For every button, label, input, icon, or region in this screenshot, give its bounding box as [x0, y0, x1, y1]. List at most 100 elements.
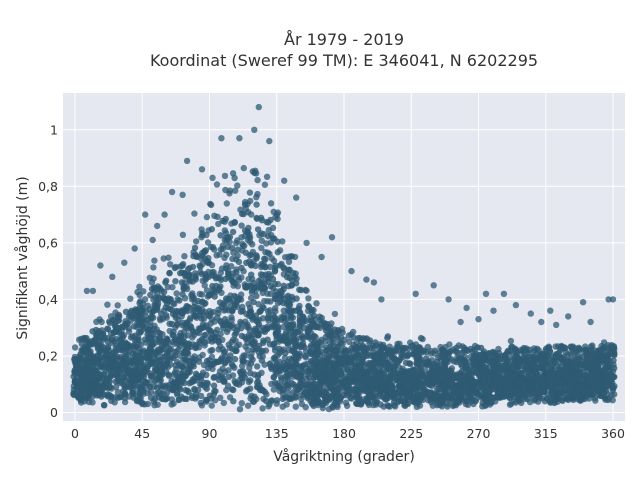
data-point — [246, 189, 254, 196]
outlier-point — [609, 296, 617, 303]
data-point — [502, 370, 509, 377]
data-point — [538, 361, 545, 368]
data-point — [263, 218, 270, 226]
data-point — [92, 372, 99, 379]
data-point — [440, 383, 447, 390]
data-point — [375, 354, 382, 362]
data-point — [422, 360, 429, 367]
data-point — [328, 333, 335, 341]
data-point — [96, 316, 103, 323]
data-point — [162, 279, 169, 286]
data-point — [546, 375, 553, 382]
data-point — [208, 402, 215, 409]
data-point — [183, 272, 190, 279]
data-point — [292, 337, 300, 344]
data-point — [310, 380, 318, 388]
data-point — [196, 290, 203, 298]
data-point — [115, 365, 122, 373]
data-point — [399, 347, 406, 354]
data-point — [230, 398, 237, 405]
data-point — [293, 355, 300, 362]
outlier-point — [527, 310, 534, 317]
data-point — [366, 337, 374, 344]
data-point — [470, 400, 477, 408]
data-point — [567, 384, 575, 391]
outlier-point — [579, 299, 587, 306]
data-point — [177, 362, 185, 370]
data-point — [334, 385, 341, 392]
outlier-point — [363, 276, 370, 283]
data-point — [573, 390, 580, 397]
data-point — [499, 379, 506, 387]
data-point — [320, 400, 328, 407]
data-point — [570, 396, 577, 403]
data-point — [244, 200, 251, 208]
data-point — [129, 333, 136, 340]
data-point — [415, 353, 422, 360]
data-point — [234, 182, 241, 189]
data-point — [228, 361, 235, 368]
data-point — [158, 310, 165, 317]
data-point — [306, 348, 314, 356]
data-point — [311, 390, 318, 398]
data-point — [304, 360, 311, 368]
data-point — [152, 300, 159, 308]
data-point — [96, 348, 103, 356]
data-point — [459, 367, 466, 375]
data-point — [279, 238, 286, 245]
data-point — [197, 392, 205, 400]
data-point — [354, 394, 361, 401]
data-point — [516, 355, 523, 362]
data-point — [478, 384, 486, 392]
data-point — [588, 380, 596, 387]
data-point — [270, 257, 278, 264]
outlier-point — [328, 234, 336, 241]
data-point — [146, 274, 153, 281]
data-point — [131, 307, 139, 315]
data-point — [112, 394, 119, 401]
data-point — [171, 336, 179, 343]
data-point — [111, 399, 118, 406]
data-point — [187, 363, 195, 370]
data-point — [285, 258, 293, 265]
data-point — [304, 333, 312, 340]
data-point — [118, 324, 125, 331]
data-point — [562, 345, 569, 352]
data-point — [220, 399, 227, 407]
data-point — [579, 353, 587, 360]
data-point — [202, 331, 209, 338]
data-point — [166, 320, 173, 327]
data-point — [305, 365, 312, 372]
data-point — [253, 395, 260, 403]
data-point — [140, 387, 147, 394]
data-point — [333, 332, 340, 339]
data-point — [326, 371, 333, 378]
data-point — [293, 295, 300, 302]
data-point — [129, 376, 136, 383]
data-point — [440, 364, 447, 372]
outlier-point — [475, 316, 482, 323]
data-point — [359, 379, 366, 386]
data-point — [130, 342, 138, 349]
data-point — [272, 305, 279, 312]
data-point — [199, 321, 207, 328]
outlier-point — [168, 188, 176, 196]
x-axis-label: Vågriktning (grader) — [273, 448, 415, 465]
y-tick-label: 1 — [50, 122, 58, 137]
data-point — [311, 354, 319, 361]
data-point — [580, 362, 587, 369]
data-point — [283, 300, 291, 308]
data-point — [81, 379, 88, 386]
data-point — [358, 360, 365, 368]
data-point — [234, 252, 241, 259]
data-point — [246, 258, 253, 265]
data-point — [101, 402, 108, 409]
data-point — [266, 307, 274, 314]
data-point — [385, 374, 392, 381]
data-point — [232, 187, 239, 194]
data-point — [305, 302, 312, 310]
data-point — [212, 397, 219, 404]
data-point — [555, 395, 562, 402]
data-point — [228, 386, 236, 393]
data-point — [467, 392, 474, 399]
